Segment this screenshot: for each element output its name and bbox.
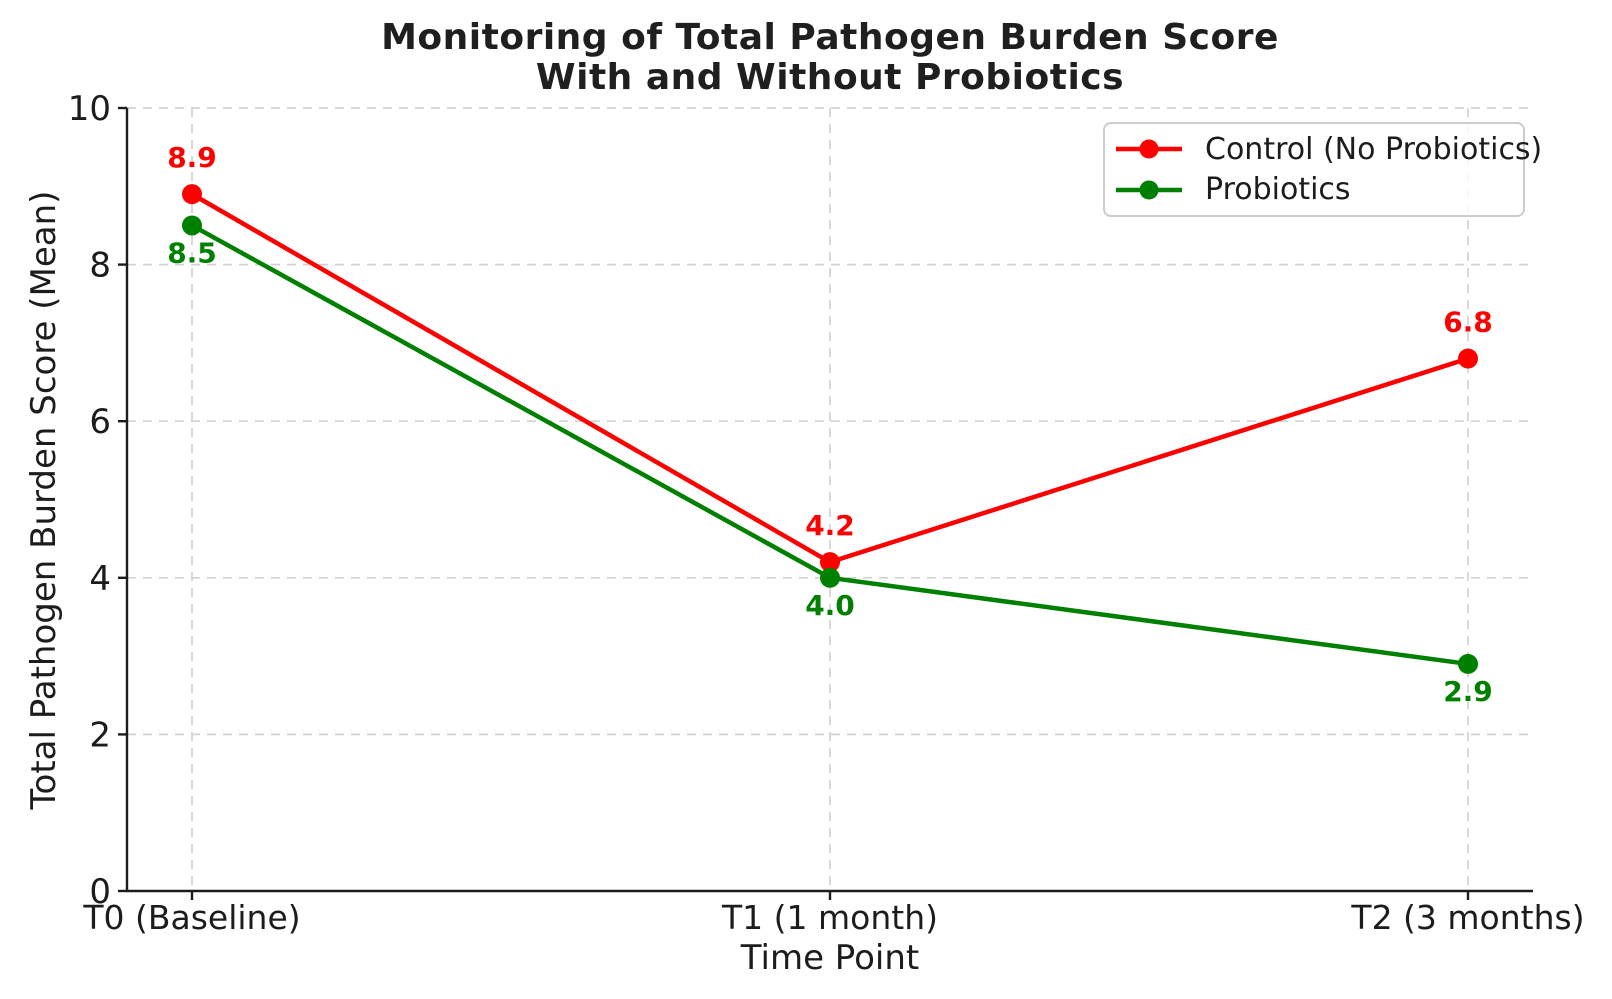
- data-point-0: [820, 552, 840, 573]
- data-point-0: [182, 184, 202, 205]
- legend-dot-control: [1139, 139, 1159, 159]
- series-line-0: [189, 191, 1471, 565]
- x-tick-label: T2 (3 months): [1350, 898, 1584, 937]
- x-axis-label: Time Point: [740, 938, 920, 978]
- legend-label-probiotics: Probiotics: [1205, 172, 1351, 208]
- y-tick-label: 10: [68, 89, 111, 129]
- data-point-label-0: 8.9: [167, 141, 217, 174]
- chart-title-line2: With and Without Probiotics: [535, 57, 1125, 98]
- x-tick-label: T0 (Baseline): [82, 898, 300, 937]
- chart-title-line1: Monitoring of Total Pathogen Burden Scor…: [381, 17, 1279, 58]
- data-point-label-0: 6.8: [1443, 306, 1493, 339]
- data-point-0: [1458, 348, 1478, 369]
- legend-item-control: Control (No Probiotics): [1115, 132, 1542, 167]
- y-tick-label: 4: [89, 559, 111, 599]
- legend-dot-probiotics: [1139, 180, 1159, 200]
- data-point-1: [182, 215, 202, 236]
- legend-label-control: Control (No Probiotics): [1205, 131, 1543, 167]
- legend-line-marker-control-icon: [1116, 139, 1182, 159]
- data-point-label-1: 4.0: [805, 589, 855, 622]
- chart-title: Monitoring of Total Pathogen Burden Scor…: [127, 18, 1533, 98]
- legend-line-marker-probiotics-icon: [1116, 180, 1182, 200]
- legend: Control (No Probiotics) Probiotics: [1103, 122, 1542, 217]
- y-axis-label: Total Pathogen Burden Score (Mean): [24, 190, 64, 810]
- y-tick-label: 0: [89, 872, 111, 912]
- x-tick-label: T1 (1 month): [721, 898, 938, 937]
- data-point-1: [1458, 653, 1478, 674]
- y-tick-label: 8: [89, 246, 111, 286]
- y-tick-label: 6: [89, 402, 111, 442]
- legend-item-probiotics: Probiotics: [1115, 172, 1511, 207]
- data-point-label-1: 8.5: [167, 236, 217, 269]
- y-tick-label: 2: [89, 715, 111, 755]
- data-point-label-1: 2.9: [1443, 675, 1493, 708]
- data-point-label-0: 4.2: [805, 509, 855, 542]
- data-point-1: [820, 567, 840, 588]
